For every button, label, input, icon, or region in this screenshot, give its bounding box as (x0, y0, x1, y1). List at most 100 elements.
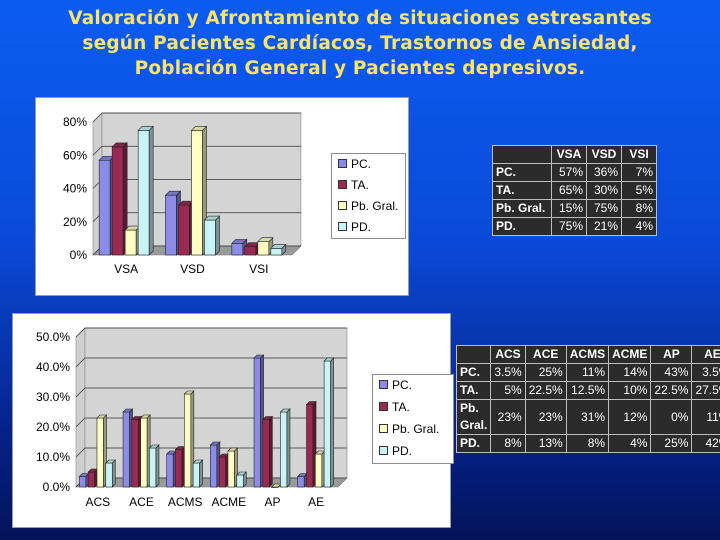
bar-ace-3 (139, 414, 151, 488)
bar-ace-1 (122, 408, 134, 488)
bar-ae-2 (305, 400, 317, 488)
gridline (75, 327, 347, 338)
legend-label: Pb. Gral. (351, 199, 399, 213)
y-tick-label: 30.0% (36, 390, 70, 404)
bar-acme-2 (218, 453, 230, 488)
table-cell: 57% (551, 163, 587, 182)
legend-label: PD. (351, 220, 372, 234)
table-cell: 15% (551, 199, 587, 218)
table-cell: 5% (490, 381, 526, 400)
table-cell: 75% (586, 199, 622, 218)
bar-acms-1 (165, 450, 177, 488)
bar-acme-4 (236, 471, 248, 488)
legend-swatch (338, 201, 347, 211)
table-cell: 8% (490, 434, 526, 453)
legend-label: PD. (392, 444, 413, 458)
y-tick-label: 50.0% (36, 330, 70, 344)
y-tick-label: 20.0% (36, 420, 70, 434)
table-header-cell: ACMS (565, 345, 610, 364)
gridline (92, 112, 301, 123)
bar-acme-1 (209, 441, 221, 488)
y-tick-label: 60% (63, 148, 87, 162)
legend-item-3: Pb. Gral. (379, 422, 439, 436)
x-tick-label-acme: ACME (211, 495, 246, 509)
table-cell: 7% (621, 163, 657, 182)
legend-item-4: PD. (379, 444, 412, 458)
legend-label: TA. (351, 178, 369, 192)
x-tick-label-ace: ACE (129, 495, 154, 509)
legend-item-1: PC. (379, 378, 412, 392)
table-header-cell: ACME (608, 345, 652, 364)
bar-ae-4 (323, 357, 335, 488)
legend-swatch (338, 222, 347, 232)
table-cell: 10% (608, 381, 652, 400)
table-cell: 42% (691, 434, 720, 453)
bar-ap-4 (279, 408, 291, 488)
table-cell: 11% (691, 399, 720, 435)
table-header-row: ACS ACE ACMS ACME AP AE (455, 345, 720, 364)
legend-swatch (338, 180, 347, 190)
table-cell: 75% (551, 217, 587, 236)
bar-vsi-3 (257, 236, 274, 256)
table-cell: 5% (621, 181, 657, 200)
table-row-label: PC. (455, 363, 492, 382)
table-row: Pb. Gral.23%23%31%12%0%11% (455, 399, 720, 435)
title-line-3: Población General y Pacientes depresivos… (134, 58, 586, 79)
title-line-2: según Pacientes Cardíacos, Trastornos de… (82, 33, 638, 54)
bar-vsa-4 (137, 125, 154, 256)
legend-label: Pb. Gral. (392, 422, 440, 436)
table-cell: 12% (608, 399, 652, 435)
title-line-1: Valoración y Afrontamiento de situacione… (68, 8, 652, 29)
gridline (92, 145, 301, 156)
table-header-cell: ACE (524, 345, 567, 364)
x-tick-label-vsa: VSA (114, 262, 138, 276)
bar-acms-3 (183, 390, 195, 488)
legend-swatch (379, 380, 388, 390)
x-tick-label-vsi: VSI (249, 262, 268, 276)
legend-item-1: PC. (338, 157, 371, 171)
table-afrontamiento: ACS ACE ACMS ACME AP AE PC. 3.5% 25% 11% 14% 43% 3.5… (455, 345, 720, 453)
table-cell: 12.5% (565, 381, 610, 400)
bar-acs-4 (105, 459, 117, 488)
bar-acs-3 (96, 414, 108, 488)
legend-swatch (379, 402, 388, 412)
legend-label: PC. (392, 378, 413, 392)
bar-ae-3 (314, 450, 326, 488)
legend-label: PC. (351, 157, 372, 171)
table-header-cell: AE (691, 345, 720, 364)
table-cell: 0% (650, 399, 693, 435)
bar-ace-4 (148, 444, 160, 488)
bar-acme-3 (227, 447, 239, 488)
legend-valoracion: PC. TA. Pb. Gral. PD. (331, 153, 406, 239)
chart-afrontamiento: 0.0% 10.0% 20.0% 30.0% 40.0% 50.0% ACS ACE ACMS A… (36, 327, 348, 509)
y-tick-label: 0% (70, 248, 88, 262)
table-cell: 8% (621, 199, 657, 218)
table-cell: 22.5% (650, 381, 693, 400)
bar-acs-1 (78, 472, 90, 488)
table-row: PC.3.5%25%11%14%43%3.5% (455, 363, 720, 382)
table-row-label: PC. (492, 163, 552, 182)
table-header-cell: VSI (621, 145, 657, 164)
table-cell: 27.5% (691, 381, 720, 400)
table-cell: 23% (524, 399, 567, 435)
table-corner (492, 145, 552, 164)
table-cell: 25% (650, 434, 693, 453)
table-row: TA.5%22.5%12.5%10%22.5%27.5% (455, 381, 720, 400)
table-row-label: TA. (455, 381, 492, 400)
legend-swatch (338, 159, 347, 169)
y-tick-label: 40.0% (36, 360, 70, 374)
table-cell: 3.5% (691, 363, 720, 382)
bar-ae-1 (296, 472, 308, 488)
legend-swatch (379, 446, 388, 456)
table-cell: 31% (565, 399, 610, 435)
x-tick-label-ap: AP (264, 495, 280, 509)
bar-acms-2 (174, 445, 186, 488)
table-row-label: Pb. Gral. (455, 399, 492, 435)
bar-vsd-4 (203, 215, 221, 256)
table-cell: 43% (650, 363, 693, 382)
bar-ace-2 (131, 415, 143, 488)
table-header-cell: VSA (551, 145, 587, 164)
legend-afrontamiento: PC. TA. Pb. Gral. PD. (372, 374, 454, 464)
chart-panel-valoracion: 0% 20% 40% 60% 80% VSA VSD VSI PC. TA. Pb. Gral. P… (35, 97, 409, 296)
side-wall (75, 327, 86, 488)
